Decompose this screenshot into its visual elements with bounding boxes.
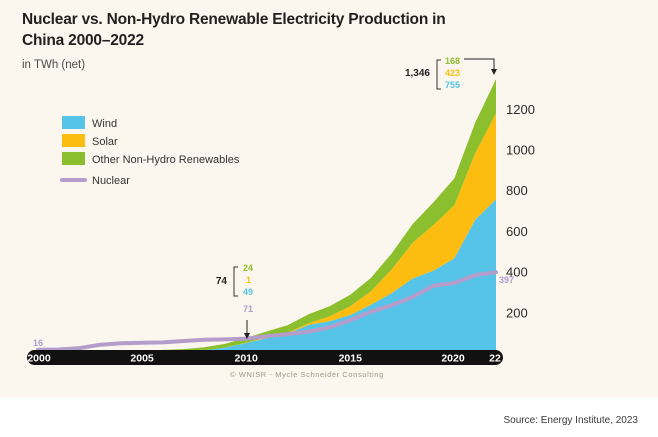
bracket-2022: [436, 59, 441, 90]
x-axis-bar: [27, 350, 503, 365]
nuclear-line-group: [36, 270, 498, 352]
chart-subtitle: in TWh (net): [22, 59, 86, 71]
y-tick-label: 1200: [506, 102, 535, 117]
legend-swatch: [62, 116, 85, 129]
stacked-areas: [38, 79, 496, 353]
y-axis: 200 400 600 800 1000 1200: [506, 102, 535, 320]
legend-swatch: [62, 152, 85, 165]
arrow-2022-head: [491, 69, 497, 75]
source-note: Source: Energy Institute, 2023: [503, 415, 638, 426]
legend-label: Other Non-Hydro Renewables: [92, 154, 240, 166]
chart-title: Nuclear vs. Non-Hydro Renewable Electric…: [22, 11, 446, 49]
nuclear-line: [36, 270, 498, 352]
area-wind: [38, 199, 496, 353]
x-axis: 2000 2005 2010 2015 2020 22: [27, 350, 503, 365]
x-tick-label: 2020: [441, 353, 465, 365]
x-tick-label: 2015: [339, 353, 363, 365]
y-tick-label: 800: [506, 183, 528, 198]
nuclear-2010-label: 71: [243, 304, 253, 314]
legend-label: Wind: [92, 118, 117, 130]
copyright-note: © WNISR - Mycle Schneider Consulting: [230, 370, 384, 379]
y-tick-label: 200: [506, 305, 528, 320]
legend-label: Nuclear: [92, 175, 130, 187]
arrow-2022-stem: [464, 58, 495, 72]
total-2022-label: 1,346: [405, 68, 430, 79]
y-tick-label: 600: [506, 224, 528, 239]
arrow-2010-head: [244, 333, 250, 339]
solar-2022-label: 423: [445, 68, 460, 78]
wind-2010-label: 49: [243, 287, 253, 297]
y-tick-label: 1000: [506, 143, 535, 158]
x-tick-label: 2005: [130, 353, 154, 365]
bracket-2010: [233, 266, 238, 297]
other-2010-label: 24: [243, 263, 253, 273]
x-tick-label: 2010: [235, 353, 259, 365]
chart-plot: 200 400 600 800 1000 1200 2000 2005 2010 2015 202…: [27, 56, 535, 379]
x-tick-label: 2000: [27, 353, 51, 365]
other-2022-label: 168: [445, 56, 460, 66]
nuclear-2022-label: 397: [499, 275, 514, 285]
x-tick-label: 22: [489, 353, 501, 365]
legend: Wind Solar Other Non-Hydro Renewables Nucle…: [60, 116, 240, 187]
nuclear-start-label: 16: [33, 338, 43, 348]
solar-2010-label: 1: [246, 275, 251, 285]
area-solar: [38, 113, 496, 353]
total-2010-label: 74: [216, 276, 228, 287]
legend-swatch: [62, 134, 85, 147]
wind-2022-label: 755: [445, 80, 460, 90]
annotations: 16 74 24 1 49 71 1,346 168 423 755 397: [33, 56, 514, 348]
y-tick-label: 400: [506, 265, 528, 280]
legend-label: Solar: [92, 136, 118, 148]
